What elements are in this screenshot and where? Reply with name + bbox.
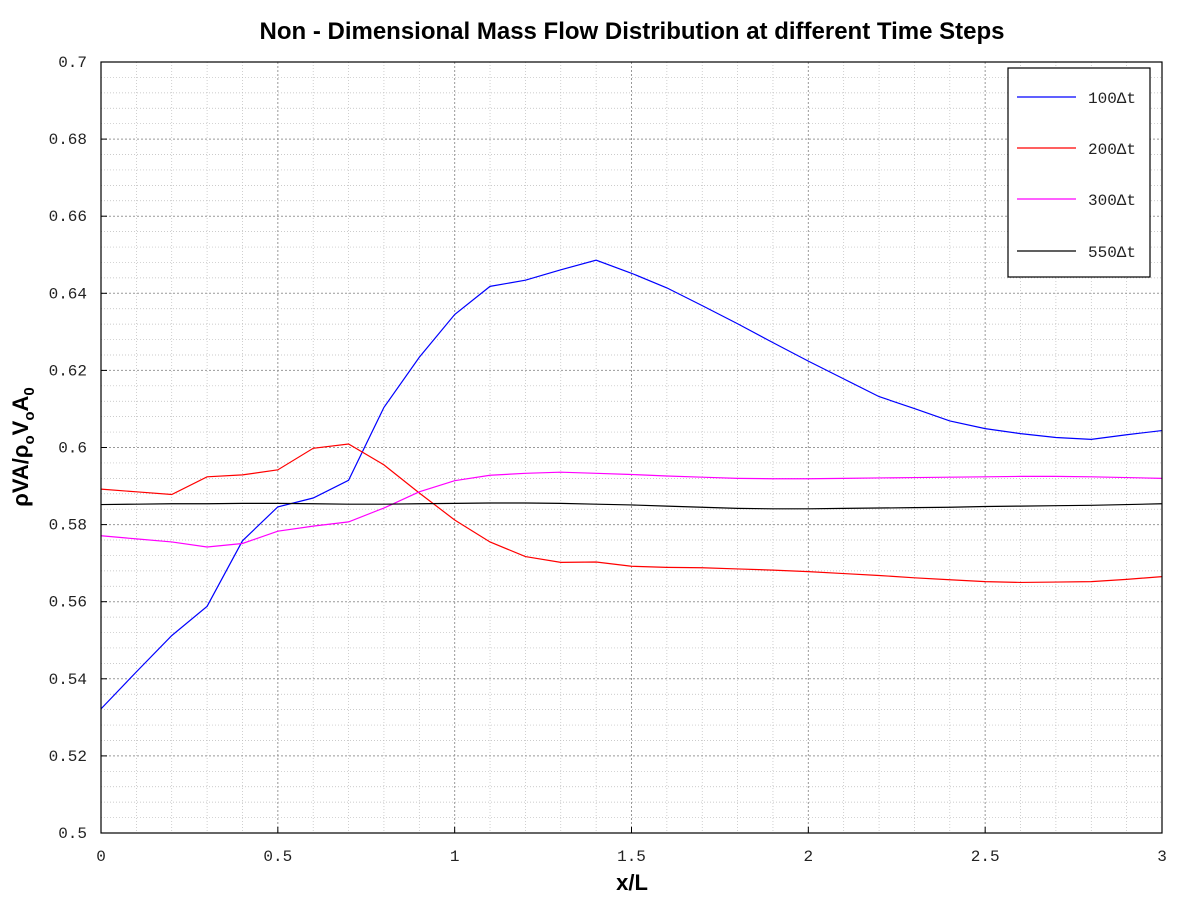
x-tick-label: 1: [450, 848, 460, 866]
x-tick-label: 0: [96, 848, 106, 866]
y-tick-label: 0.66: [49, 208, 87, 226]
legend-box: [1007, 67, 1151, 278]
y-label-rho: ρ: [8, 493, 33, 507]
y-axis-label: ρVA/ρoVoA0: [8, 387, 38, 507]
y-label-sub-zero: 0: [21, 387, 38, 395]
chart-title: Non - Dimensional Mass Flow Distribution…: [260, 18, 1005, 45]
series-line-3: [100, 471, 1163, 548]
series-line-4: [100, 502, 1163, 510]
legend-items: 100Δt 200Δt 300Δt 550Δt: [1017, 90, 1136, 262]
x-axis-label: x/L: [616, 870, 648, 895]
x-tick-label: 2: [804, 848, 814, 866]
x-tick-label: 1.5: [617, 848, 646, 866]
y-tick-label: 0.5: [58, 825, 87, 843]
y-axis-ticks: 0.5 0.52 0.54 0.56 0.58 0.6 0.62 0.64 0.66 0.68 0.…: [49, 54, 107, 843]
y-tick-label: 0.58: [49, 517, 87, 535]
y-tick-label: 0.6: [58, 440, 87, 458]
y-label-va: VA/: [8, 458, 33, 493]
y-tick-label: 0.64: [49, 285, 87, 303]
y-tick-label: 0.7: [58, 54, 87, 72]
y-label-a: A: [8, 395, 33, 411]
x-tick-label: 3: [1157, 848, 1167, 866]
x-tick-label: 2.5: [971, 848, 1000, 866]
series-line-1: [100, 259, 1163, 710]
legend-label-1: 100Δt: [1088, 90, 1136, 108]
y-tick-label: 0.62: [49, 362, 87, 380]
y-tick-label: 0.52: [49, 748, 87, 766]
y-label-sub-o2: o: [21, 411, 38, 420]
y-tick-label: 0.56: [49, 594, 87, 612]
y-tick-label: 0.54: [49, 671, 87, 689]
y-label-rho-o: ρ: [8, 444, 33, 458]
x-axis-ticks: 0 0.5 1 1.5 2 2.5 3: [96, 827, 1167, 866]
y-label-v: V: [8, 420, 33, 435]
y-tick-label: 0.68: [49, 131, 87, 149]
series-lines: [100, 259, 1163, 710]
legend-label-2: 200Δt: [1088, 141, 1136, 159]
legend-label-3: 300Δt: [1088, 192, 1136, 210]
series-line-2: [100, 443, 1163, 584]
x-tick-label: 0.5: [263, 848, 292, 866]
legend-label-4: 550Δt: [1088, 244, 1136, 262]
legend: 100Δt 200Δt 300Δt 550Δt: [1007, 67, 1151, 278]
y-label-sub-o: o: [21, 435, 38, 444]
